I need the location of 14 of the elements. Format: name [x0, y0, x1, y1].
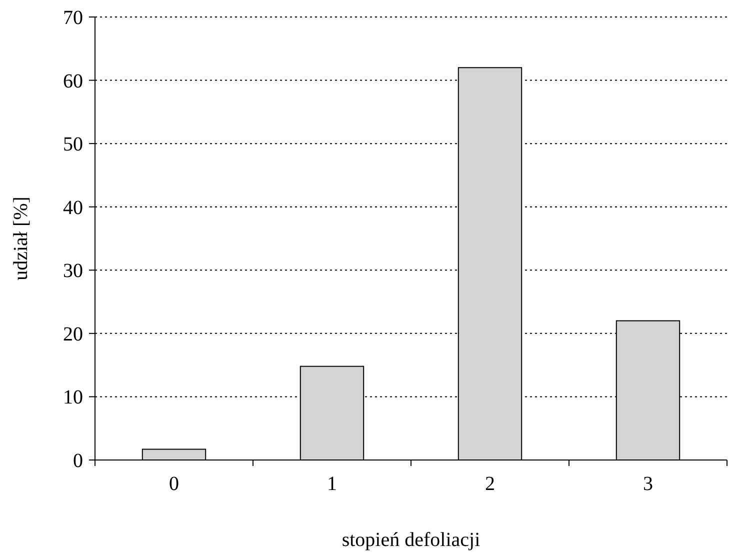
y-tick-label: 10: [63, 386, 83, 409]
y-tick-label: 70: [63, 7, 83, 29]
y-tick-label: 20: [63, 323, 83, 346]
y-tick-label: 30: [63, 260, 83, 282]
y-axis-title: udział [%]: [10, 196, 32, 280]
x-tick-label: 2: [485, 473, 495, 495]
x-tick-label: 1: [327, 473, 337, 495]
y-tick-label: 60: [63, 70, 83, 92]
x-axis-title: stopień defoliacji: [342, 529, 481, 551]
y-tick-label: 50: [63, 134, 83, 156]
y-tick-label: 0: [73, 450, 83, 472]
x-tick-label: 0: [169, 473, 179, 495]
x-tick-label: 3: [643, 473, 653, 495]
y-tick-label: 40: [63, 196, 83, 219]
